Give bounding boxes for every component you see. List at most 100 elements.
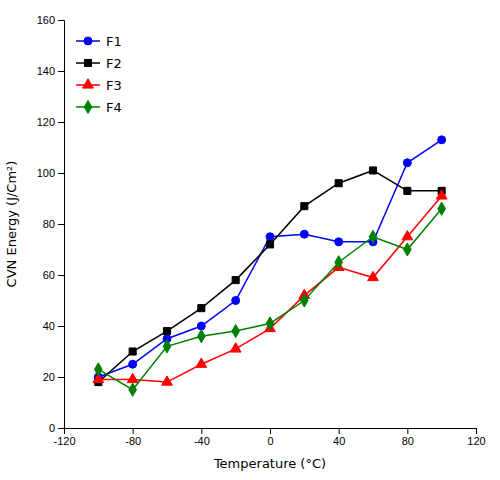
legend-label: F2	[106, 56, 122, 71]
series	[95, 202, 446, 396]
legend-symbol	[84, 100, 92, 113]
point	[232, 277, 239, 284]
tick-mark	[58, 326, 64, 327]
point	[404, 243, 412, 256]
point	[198, 305, 205, 312]
point	[438, 136, 446, 144]
legend-label: F4	[106, 100, 122, 115]
tick: 160	[37, 14, 64, 26]
point	[402, 231, 413, 240]
tick-label: 80	[402, 435, 414, 447]
line	[98, 196, 441, 382]
chart: -120 -80 -40 0 40 80 120 0 20 40 60 80 100 120 140 160 F…	[0, 0, 500, 480]
tick: 140	[37, 65, 64, 77]
point	[438, 202, 446, 215]
tick-mark	[339, 428, 340, 434]
tick-label: 40	[333, 435, 345, 447]
series	[95, 167, 445, 386]
tick-label: -120	[53, 435, 75, 447]
legend-label: F3	[106, 78, 122, 93]
axis-line	[58, 21, 65, 429]
point	[335, 180, 342, 187]
tick: 60	[43, 269, 64, 281]
point	[162, 376, 173, 385]
point	[95, 363, 103, 376]
tick-mark	[58, 275, 64, 276]
plot: -120 -80 -40 0 40 80 120 0 20 40 60 80 100 120 140 160 F…	[37, 14, 486, 447]
tick: 120	[467, 428, 485, 447]
tick-mark	[201, 428, 202, 434]
tick-mark	[476, 428, 477, 434]
point	[301, 294, 309, 307]
y-axis-title: CVN Energy (J/Cm²)	[4, 161, 19, 288]
legend-item: F2	[76, 56, 122, 71]
tick-label: 40	[43, 320, 55, 332]
point	[266, 233, 274, 241]
tick-mark	[407, 428, 408, 434]
series	[93, 190, 447, 385]
tick-label: 60	[43, 269, 55, 281]
tick: 20	[43, 371, 64, 383]
legend-item: F1	[76, 34, 122, 49]
point	[403, 159, 411, 167]
point	[404, 187, 411, 194]
point	[232, 297, 240, 305]
x-axis-title: Temperature (°C)	[213, 456, 326, 471]
tick-label: 160	[37, 14, 55, 26]
tick: 100	[37, 167, 64, 179]
axis-line	[65, 429, 477, 435]
tick-mark	[133, 428, 134, 434]
point	[369, 167, 376, 174]
point	[300, 230, 308, 238]
y-axis: 0 20 40 60 80 100 120 140 160	[37, 14, 65, 434]
tick-mark	[58, 20, 64, 21]
legend-symbol	[84, 37, 92, 45]
point	[335, 238, 343, 246]
tick: 80	[43, 218, 64, 230]
tick: 0	[49, 422, 64, 434]
point	[163, 340, 171, 353]
point	[369, 230, 377, 243]
legend-symbol	[84, 59, 91, 66]
legend: F1 F2 F3 F4	[76, 34, 122, 115]
tick-label: 0	[267, 435, 273, 447]
legend-label: F1	[106, 34, 122, 49]
point	[232, 325, 240, 338]
point	[163, 328, 170, 335]
tick-mark	[58, 122, 64, 123]
point	[129, 360, 137, 368]
point	[301, 203, 308, 210]
x-axis: -120 -80 -40 0 40 80 120	[53, 428, 485, 447]
tick: 40	[333, 428, 345, 447]
tick: 80	[402, 428, 414, 447]
tick-label: -40	[194, 435, 210, 447]
point	[266, 317, 274, 330]
tick-mark	[58, 71, 64, 72]
tick-label: 80	[43, 218, 55, 230]
point	[230, 343, 241, 352]
point	[129, 348, 136, 355]
tick-label: 140	[37, 65, 55, 77]
tick: 40	[43, 320, 64, 332]
tick-mark	[58, 224, 64, 225]
marks	[93, 136, 447, 396]
point	[198, 330, 206, 343]
point	[335, 256, 343, 269]
legend-symbol	[83, 79, 94, 88]
tick-mark	[58, 173, 64, 174]
tick-label: 120	[467, 435, 485, 447]
tick: -40	[194, 428, 210, 447]
tick-label: 0	[49, 422, 55, 434]
line	[98, 170, 441, 382]
tick-mark	[58, 377, 64, 378]
tick-mark	[58, 428, 64, 429]
tick-mark	[270, 428, 271, 434]
tick-label: 120	[37, 116, 55, 128]
tick: -80	[125, 428, 141, 447]
tick: -120	[53, 428, 75, 447]
line	[98, 209, 441, 390]
tick: 0	[267, 428, 273, 447]
point	[368, 271, 379, 280]
point	[436, 190, 447, 199]
tick-label: 20	[43, 371, 55, 383]
